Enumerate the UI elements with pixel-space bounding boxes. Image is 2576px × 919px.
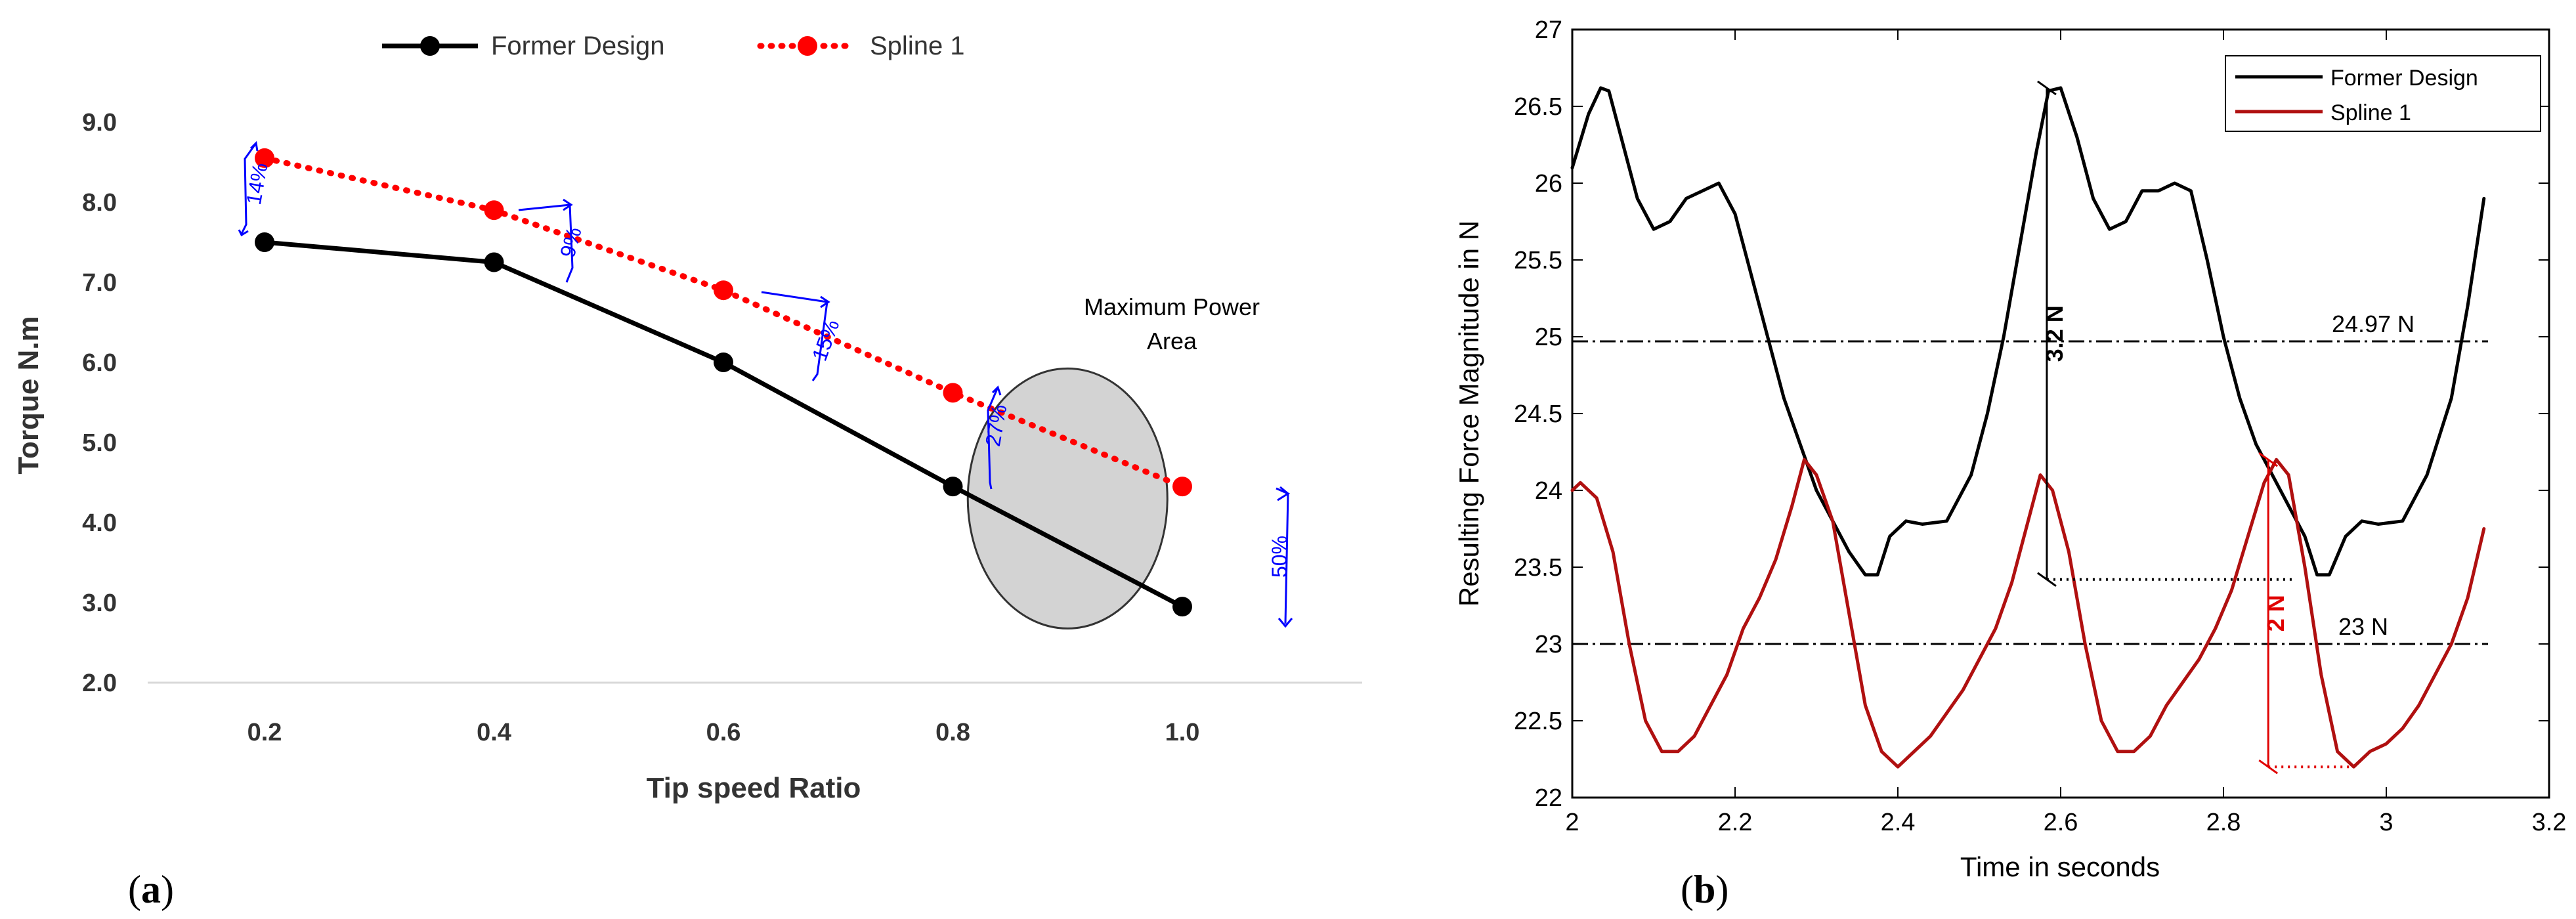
x-tick-label: 3 bbox=[2379, 809, 2393, 836]
legend-box bbox=[2225, 55, 2541, 132]
range-annotation-label: 3.2 N bbox=[2041, 305, 2068, 362]
maximum-power-area-ellipse bbox=[966, 367, 1169, 630]
y-tick-labels: 22 22.5 23 23.5 24 24.5 25 25.5 26 26.5 27 bbox=[1514, 16, 2549, 812]
range-annotation-label: 2 N bbox=[2262, 595, 2289, 631]
series-spline-1-line bbox=[1570, 458, 2486, 769]
legend-spline-1-label: Spline 1 bbox=[870, 32, 965, 60]
legend-spline-1-marker bbox=[798, 36, 817, 56]
y-tick-label: 23.5 bbox=[1514, 554, 1562, 582]
reference-line-label: 24.97 N bbox=[2332, 310, 2415, 337]
series-former-design-line bbox=[1570, 86, 2486, 577]
legend: Former Design Spline 1 bbox=[382, 32, 965, 60]
y-axis-label: Torque N.m bbox=[12, 316, 45, 474]
y-tick-label: 8.0 bbox=[82, 189, 117, 217]
x-tick-label: 2.6 bbox=[2044, 809, 2078, 836]
panel-a-label: (a) bbox=[128, 868, 174, 911]
y-tick-label: 25 bbox=[1535, 324, 1562, 351]
x-tick-label: 0.8 bbox=[935, 719, 970, 746]
series-spline-1 bbox=[255, 148, 1192, 497]
plot-series bbox=[1570, 86, 2486, 769]
y-tick-label: 24 bbox=[1535, 477, 1562, 505]
x-tick-label: 2.8 bbox=[2206, 809, 2241, 836]
x-axis-label: Time in seconds bbox=[1960, 851, 2160, 882]
y-tick-label: 26 bbox=[1535, 170, 1562, 198]
panel-b-label: (b) bbox=[1681, 868, 1728, 911]
maximum-power-area-label-line-2: Area bbox=[1147, 328, 1197, 354]
x-tick-label: 2 bbox=[1565, 809, 1579, 836]
data-point bbox=[1172, 477, 1192, 497]
panel-a-letter: a bbox=[141, 868, 161, 911]
legend: Former Design Spline 1 bbox=[2225, 55, 2541, 132]
y-tick-label: 25.5 bbox=[1514, 247, 1562, 274]
legend-former-design-marker bbox=[420, 36, 440, 56]
percent-annotation-0.4: 9% bbox=[518, 198, 586, 283]
panel-b-letter: b bbox=[1694, 868, 1715, 911]
series-former-design bbox=[255, 232, 1192, 617]
percent-annotation-label: 14% bbox=[242, 161, 272, 206]
x-axis-label: Tip speed Ratio bbox=[647, 772, 861, 804]
reference-line-label: 23 N bbox=[2338, 613, 2388, 640]
y-axis-label: Resulting Force Magnitude in N bbox=[1453, 221, 1484, 607]
panel-b-chart: 22 22.5 23 23.5 24 24.5 25 25.5 26 26.5 27 2 2.2 2.4… bbox=[1453, 16, 2566, 911]
data-point bbox=[943, 383, 963, 403]
x-tick-label: 2.2 bbox=[1718, 809, 1753, 836]
percent-annotation-0.6: 15% bbox=[761, 291, 844, 381]
range-annotation-3.2N: 3.2 N bbox=[2037, 80, 2296, 587]
plot-area-frame bbox=[1571, 28, 2550, 799]
y-tick-label: 3.0 bbox=[82, 589, 117, 617]
y-tick-label: 27 bbox=[1535, 16, 1562, 44]
y-tick-label: 9.0 bbox=[82, 109, 117, 137]
x-tick-labels: 2 2.2 2.4 2.6 2.8 3 3.2 bbox=[1565, 30, 2566, 836]
percent-annotation-label: 9% bbox=[555, 224, 586, 260]
data-point bbox=[255, 148, 274, 168]
y-tick-label: 5.0 bbox=[82, 429, 117, 457]
reference-lines: 24.97 N 23 N bbox=[1572, 310, 2488, 645]
panel-a-chart: Former Design Spline 1 2.0 3.0 4.0 5.0 6.0 7.… bbox=[12, 32, 1362, 911]
data-point bbox=[255, 232, 274, 252]
y-tick-label: 7.0 bbox=[82, 269, 117, 297]
data-point bbox=[714, 280, 733, 301]
x-tick-label: 0.4 bbox=[477, 719, 511, 746]
data-point bbox=[484, 200, 504, 221]
x-tick-label: 0.6 bbox=[706, 719, 741, 746]
maximum-power-area-label-line-1: Maximum Power bbox=[1084, 293, 1260, 320]
data-point bbox=[943, 477, 963, 497]
x-tick-label: 0.2 bbox=[247, 719, 282, 746]
y-tick-labels: 2.0 3.0 4.0 5.0 6.0 7.0 8.0 9.0 bbox=[82, 109, 117, 697]
range-annotation-2N: 2 N bbox=[2258, 452, 2354, 775]
y-tick-label: 24.5 bbox=[1514, 400, 1562, 428]
data-point bbox=[484, 252, 504, 272]
data-point bbox=[714, 353, 733, 372]
y-tick-label: 22.5 bbox=[1514, 708, 1562, 735]
data-point bbox=[1172, 597, 1192, 617]
x-tick-label: 3.2 bbox=[2532, 809, 2567, 836]
y-tick-label: 22 bbox=[1535, 784, 1562, 812]
y-tick-label: 2.0 bbox=[82, 670, 117, 697]
y-tick-label: 26.5 bbox=[1514, 93, 1562, 121]
percent-annotation-label: 50% bbox=[1268, 536, 1291, 578]
x-tick-label: 1.0 bbox=[1165, 719, 1200, 746]
legend-spline-1-label: Spline 1 bbox=[2330, 100, 2411, 125]
plot-series bbox=[255, 148, 1192, 617]
maximum-power-area: Maximum Power Area bbox=[966, 293, 1260, 630]
legend-former-design-label: Former Design bbox=[491, 32, 665, 60]
x-tick-label: 2.4 bbox=[1881, 809, 1916, 836]
y-tick-label: 6.0 bbox=[82, 349, 117, 377]
y-tick-label: 23 bbox=[1535, 631, 1562, 658]
y-tick-label: 4.0 bbox=[82, 509, 117, 537]
x-tick-labels: 0.2 0.4 0.6 0.8 1.0 bbox=[247, 719, 1200, 746]
percent-annotation-1.0: 50% bbox=[1268, 486, 1293, 628]
legend-former-design-label: Former Design bbox=[2330, 66, 2478, 91]
